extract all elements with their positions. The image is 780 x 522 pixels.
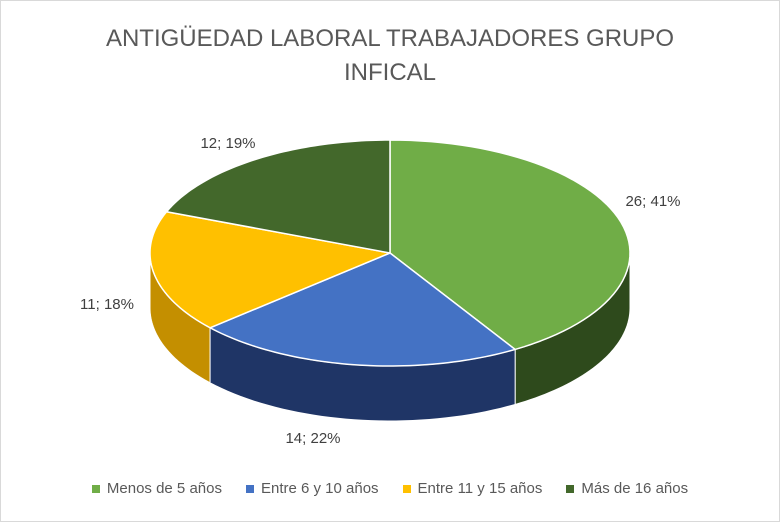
slice-6-10 [209, 252, 516, 367]
slice-11-15 [149, 210, 391, 329]
pie-tops [149, 139, 631, 367]
data-label-menos-5: 26; 41% [625, 193, 680, 210]
legend-item-6-10: Entre 6 y 10 años [245, 480, 379, 497]
data-label-11-15: 11; 18% [80, 296, 134, 313]
legend-label: Menos de 5 años [106, 480, 222, 497]
data-label-mas-16: 12; 19% [200, 135, 255, 152]
legend-label: Entre 6 y 10 años [260, 480, 379, 497]
legend-swatch [566, 484, 575, 493]
chart-title: ANTIGÜEDAD LABORAL TRABAJADORES GRUPO IN… [0, 22, 780, 90]
legend: Menos de 5 años Entre 6 y 10 años Entre … [0, 480, 780, 497]
legend-label: Más de 16 años [581, 480, 689, 497]
legend-label: Entre 11 y 15 años [417, 480, 543, 497]
chart-title-line-1: ANTIGÜEDAD LABORAL TRABAJADORES GRUPO [105, 25, 675, 52]
legend-swatch [91, 484, 100, 493]
legend-swatch [402, 484, 411, 493]
chart-title-line-2: INFICAL [343, 59, 436, 86]
slice-menos-5 [389, 139, 631, 351]
slice-mas-16 [165, 139, 391, 254]
legend-swatch [245, 484, 254, 493]
pie-data-labels: 26; 41% 14; 22% 11; 18% 12; 19% [80, 135, 680, 447]
data-label-6-10: 14; 22% [285, 430, 340, 447]
legend-item-11-15: Entre 11 y 15 años [402, 480, 543, 497]
legend-item-mas-16: Más de 16 años [566, 480, 688, 497]
legend-item-menos-5: Menos de 5 años [91, 480, 222, 497]
